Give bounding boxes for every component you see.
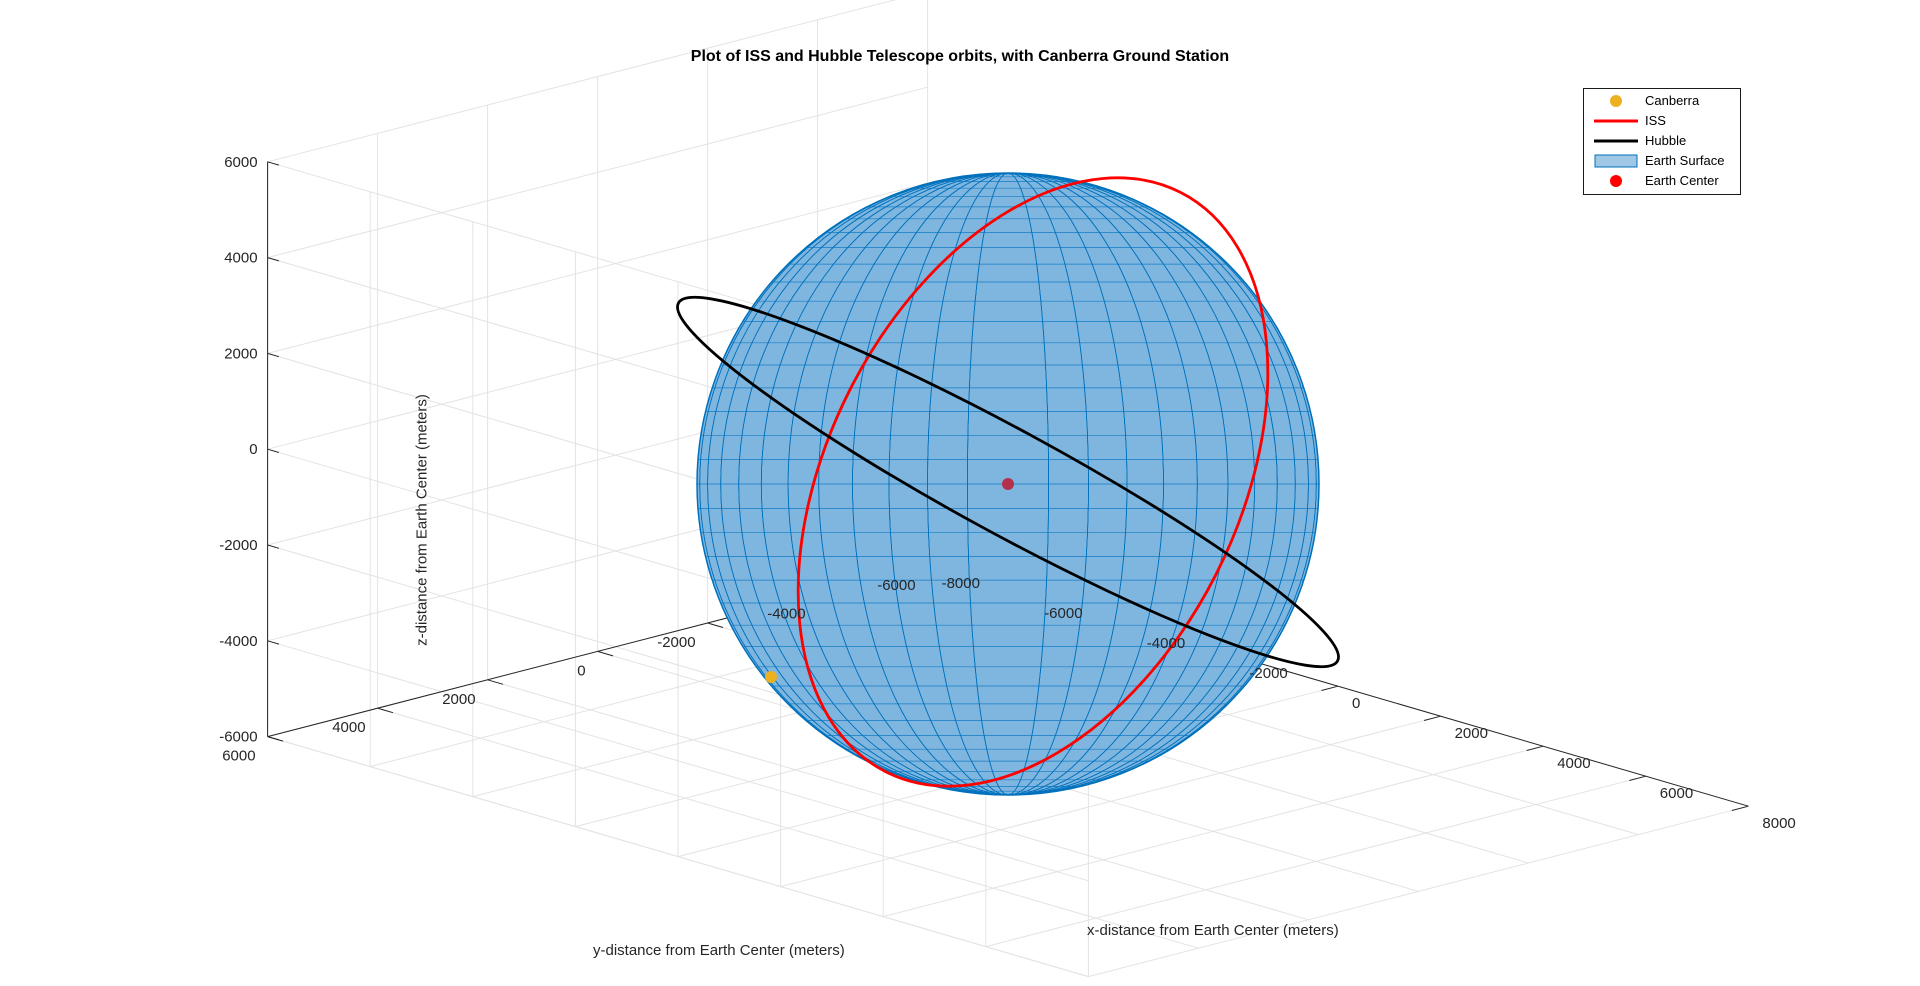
y-tick-label: 0: [577, 662, 585, 679]
z-tick-mark: [267, 257, 280, 262]
legend-marker-earth-center: [1610, 175, 1622, 187]
legend-line-hubble: [1594, 139, 1638, 143]
legend-item-iss: ISS: [1584, 111, 1742, 131]
y-tick-label: -2000: [657, 634, 695, 651]
z-tick-label: 4000: [224, 250, 257, 267]
hubble-orbit-line: [676, 295, 1340, 669]
z-tick-label: -2000: [219, 537, 257, 554]
x-tick-label: 0: [1352, 695, 1360, 712]
z-tick-label: 0: [249, 441, 257, 458]
gridline-z-wall: [267, 86, 928, 259]
z-axis-label: z-distance from Earth Center (meters): [413, 394, 431, 646]
x-tick-label: -6000: [1044, 605, 1082, 622]
canberra-marker: [765, 671, 777, 683]
gridline-z-wall: [267, 182, 928, 354]
y-tick-label: -4000: [767, 606, 805, 623]
z-tick-mark: [267, 544, 280, 549]
y-tick-mark: [377, 707, 394, 714]
x-tick-mark: [1629, 775, 1646, 781]
earth-surface-mesh: [696, 172, 1320, 796]
x-tick-label: 6000: [1660, 785, 1693, 802]
tick-labels: -8000 -6000 -4000 -2000 0 2000 4000 6000 8000 -60…: [219, 154, 1796, 832]
legend-item-canberra: Canberra: [1584, 91, 1742, 111]
legend-label: Canberra: [1645, 93, 1700, 108]
earth-center-marker: [1002, 478, 1014, 490]
x-tick-mark: [1423, 715, 1441, 721]
z-tick-mark: [267, 448, 280, 453]
chart-title: Plot of ISS and Hubble Telescope orbits,…: [690, 48, 1230, 65]
z-tick-label: 2000: [224, 345, 257, 362]
legend-label: Hubble: [1645, 133, 1687, 148]
legend-marker-canberra: [1610, 95, 1622, 107]
gridline-y-floor: [487, 679, 1309, 921]
gridline-y-floor: [377, 707, 1199, 949]
z-tick-label: -6000: [219, 729, 257, 746]
orbits-layer: [676, 176, 1340, 788]
iss-orbit-line: [796, 176, 1270, 788]
x-axis-label: x-distance from Earth Center (meters): [1087, 922, 1339, 939]
z-tick-mark: [267, 736, 280, 741]
gridline-z-wall: [267, 0, 897, 163]
z-tick-label: -4000: [219, 633, 257, 650]
z-tick-label: 6000: [224, 154, 257, 171]
y-tick-label: 2000: [442, 691, 475, 708]
y-tick-label: -6000: [877, 577, 915, 594]
legend: Canberra ISS Hubble Earth Surface Earth …: [1583, 88, 1741, 195]
x-tick-label: -4000: [1147, 635, 1185, 652]
x-tick-label: -2000: [1249, 665, 1287, 682]
legend-label: Earth Center: [1645, 173, 1719, 188]
x-tick-label: 4000: [1557, 755, 1590, 772]
x-tick-label: 2000: [1455, 725, 1488, 742]
z-tick-mark: [267, 640, 280, 645]
x-tick-mark: [1526, 745, 1544, 751]
z-tick-mark: [267, 352, 280, 358]
y-tick-mark: [707, 622, 724, 628]
legend-label: ISS: [1645, 113, 1666, 128]
z-tick-mark: [267, 161, 280, 166]
y-tick-mark: [487, 679, 504, 685]
y-tick-mark: [597, 650, 614, 657]
x-tick-label: -8000: [942, 575, 980, 592]
legend-label: Earth Surface: [1645, 153, 1725, 168]
gridline-z-wall: [267, 640, 1089, 882]
y-axis-label: y-distance from Earth Center (meters): [593, 942, 845, 959]
gridline-z-wall: [267, 736, 1089, 978]
x-tick-mark: [1731, 805, 1749, 811]
y-tick-label: 4000: [332, 719, 365, 736]
legend-item-earth-surface: Earth Surface: [1584, 151, 1742, 171]
legend-item-earth-center: Earth Center: [1584, 171, 1742, 191]
y-tick-label: 6000: [222, 748, 255, 765]
legend-item-hubble: Hubble: [1584, 131, 1742, 151]
legend-line-iss: [1594, 119, 1638, 123]
x-tick-mark: [1321, 685, 1339, 691]
x-tick-label: 8000: [1762, 815, 1795, 832]
legend-patch-earth-surface: [1594, 154, 1638, 168]
